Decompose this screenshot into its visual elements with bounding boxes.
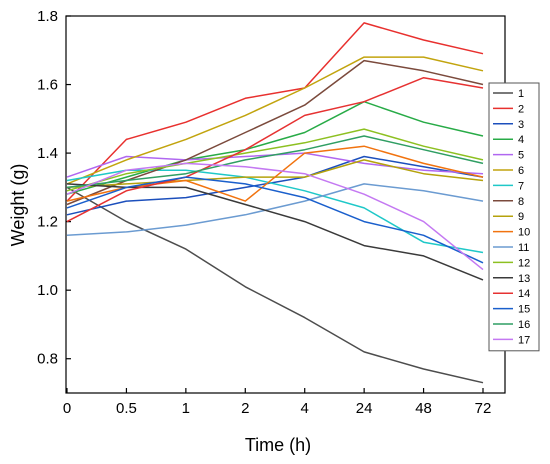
y-tick-label: 1.6 bbox=[37, 77, 58, 94]
legend-label-8: 8 bbox=[518, 196, 524, 208]
legend-label-12: 12 bbox=[518, 257, 530, 269]
legend-label-17: 17 bbox=[518, 334, 530, 346]
series-line-15 bbox=[66, 176, 484, 264]
y-tick-label: 1.0 bbox=[37, 282, 58, 299]
y-axis: 0.8 1.0 1.2 1.4 1.6 1.8 bbox=[37, 8, 71, 368]
plot-border bbox=[65, 15, 506, 394]
legend-label-7: 7 bbox=[518, 180, 524, 192]
legend-label-6: 6 bbox=[518, 165, 524, 177]
legend-label-15: 15 bbox=[518, 304, 530, 316]
x-tick-label: 0 bbox=[63, 400, 71, 417]
series-line-16 bbox=[66, 135, 484, 189]
legend-label-16: 16 bbox=[518, 319, 530, 331]
series-line-12 bbox=[66, 128, 484, 192]
x-tick-label: 1 bbox=[182, 400, 190, 417]
x-tick-label: 48 bbox=[415, 400, 432, 417]
legend-label-3: 3 bbox=[518, 119, 524, 131]
x-tick-label: 72 bbox=[475, 400, 492, 417]
x-tick-label: 4 bbox=[301, 400, 309, 417]
x-axis-title: Time (h) bbox=[245, 435, 311, 455]
y-axis-title: Weight (g) bbox=[8, 164, 28, 247]
x-tick-label: 0.5 bbox=[116, 400, 137, 417]
plot-frame bbox=[65, 15, 506, 394]
series-line-14 bbox=[66, 76, 484, 223]
series-lines bbox=[66, 22, 484, 384]
x-axis: 0 0.5 1 2 4 24 48 72 bbox=[63, 388, 492, 417]
legend-label-1: 1 bbox=[518, 88, 524, 100]
x-tick-label: 2 bbox=[241, 400, 249, 417]
series-line-4 bbox=[66, 100, 484, 195]
y-tick-label: 1.2 bbox=[37, 214, 58, 231]
y-tick-label: 0.8 bbox=[37, 351, 58, 368]
legend-label-5: 5 bbox=[518, 150, 524, 162]
series-line-6 bbox=[66, 56, 484, 185]
x-tick-label: 24 bbox=[356, 400, 373, 417]
series-line-17 bbox=[66, 162, 484, 271]
legend-label-10: 10 bbox=[518, 227, 530, 239]
legend-label-9: 9 bbox=[518, 211, 524, 223]
legend-label-14: 14 bbox=[518, 288, 530, 300]
series-line-3 bbox=[66, 155, 484, 216]
legend-label-11: 11 bbox=[518, 242, 529, 254]
series-line-1 bbox=[66, 186, 484, 384]
y-tick-label: 1.8 bbox=[37, 8, 58, 25]
legend-label-2: 2 bbox=[518, 103, 524, 115]
series-line-2 bbox=[66, 22, 484, 202]
series-line-13 bbox=[66, 183, 484, 281]
series-line-8 bbox=[66, 59, 484, 206]
legend-label-4: 4 bbox=[518, 134, 524, 146]
series-line-11 bbox=[66, 183, 484, 237]
legend-label-13: 13 bbox=[518, 273, 530, 285]
series-line-7 bbox=[66, 169, 484, 254]
y-tick-label: 1.4 bbox=[37, 145, 58, 162]
